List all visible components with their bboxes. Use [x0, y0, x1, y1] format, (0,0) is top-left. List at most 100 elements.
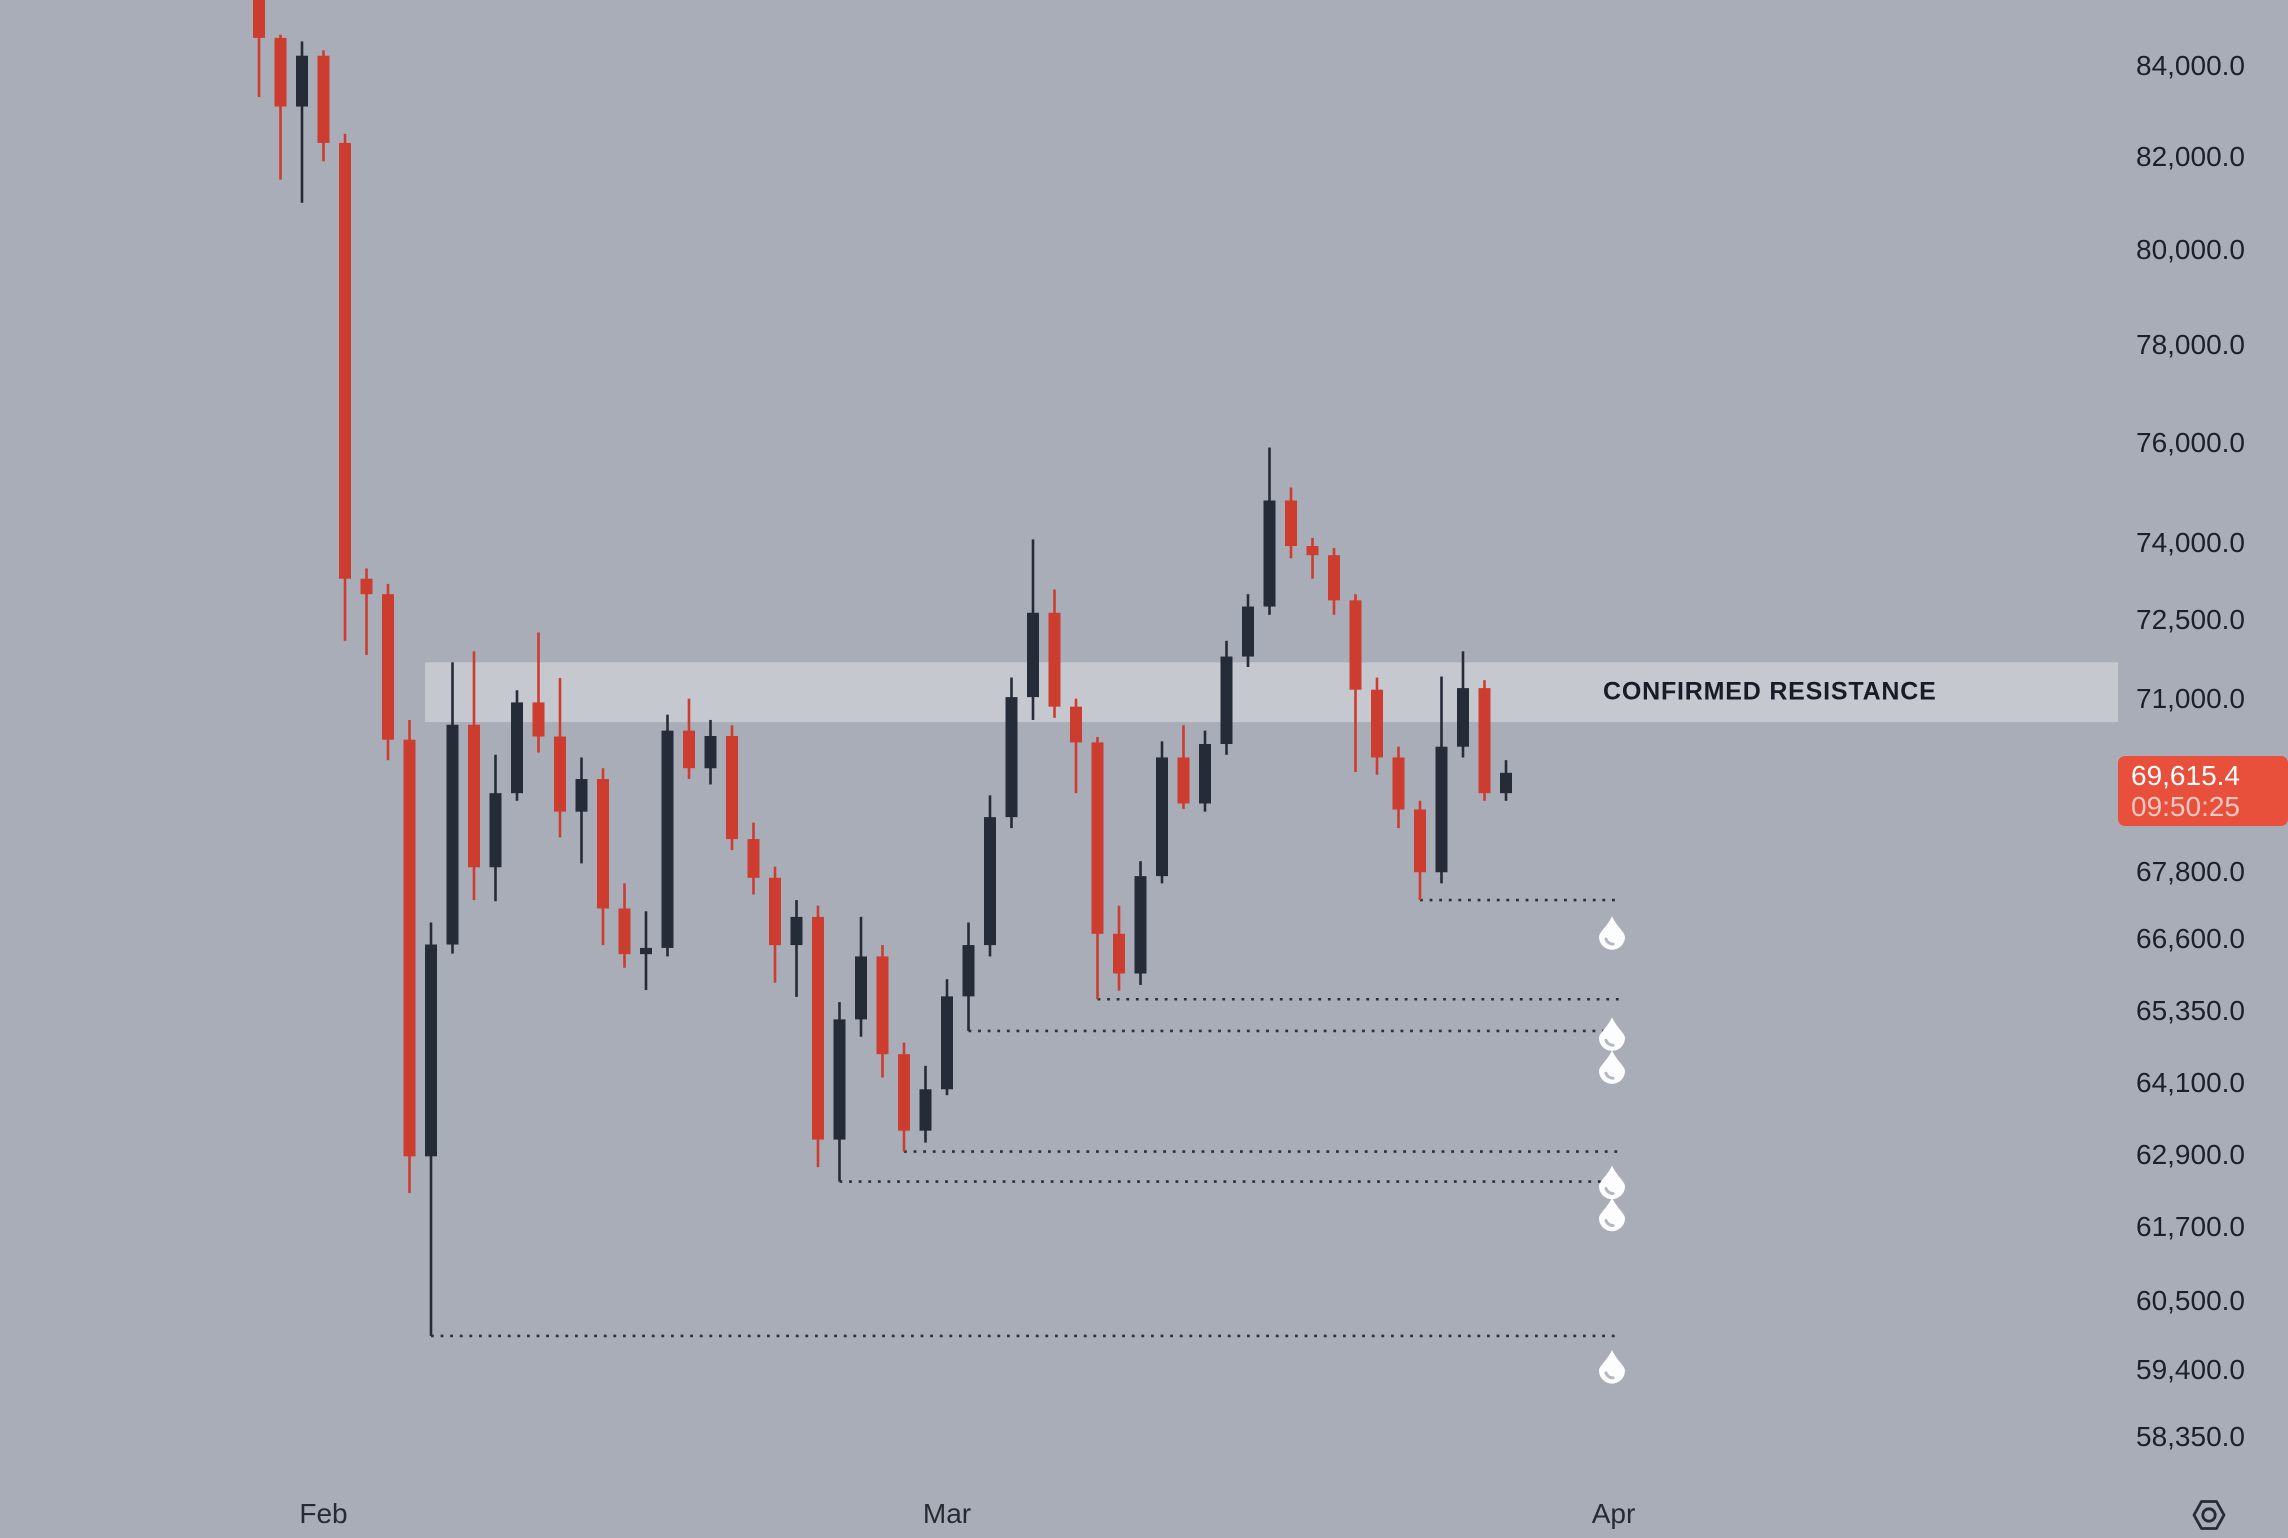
candle-wick [257, 0, 261, 98]
candle [1328, 555, 1340, 601]
candle [575, 779, 588, 812]
candle [747, 839, 760, 878]
price-axis-label: 82,000.0 [2136, 140, 2245, 172]
candle [812, 916, 824, 1140]
candle [1005, 697, 1018, 818]
time-axis-label-apr: Apr [1591, 1498, 1636, 1529]
candle-wick [795, 900, 798, 997]
resistance-zone-band[interactable] [425, 662, 2118, 723]
candle [1113, 933, 1125, 974]
candle [1263, 500, 1276, 607]
price-axis-label: 72,500.0 [2136, 604, 2245, 636]
candle [962, 945, 975, 997]
candle [640, 947, 652, 955]
price-axis-label: 66,600.0 [2136, 923, 2245, 955]
time-axis-label-feb: Feb [299, 1498, 348, 1529]
candle [1457, 688, 1469, 747]
candle [661, 730, 674, 948]
price-axis-label: 84,000.0 [2136, 50, 2245, 81]
price-axis-label: 60,500.0 [2136, 1284, 2245, 1316]
candle [317, 55, 330, 143]
candle [296, 55, 308, 107]
candle-wick [300, 41, 304, 203]
candle [833, 1019, 846, 1140]
candle [489, 793, 502, 868]
candle [726, 735, 738, 840]
price-axis-label: 61,700.0 [2136, 1211, 2245, 1242]
candle [382, 594, 394, 740]
candle [274, 37, 287, 107]
price-axis-label: 65,350.0 [2136, 994, 2245, 1026]
price-axis-label: 71,000.0 [2136, 682, 2245, 714]
candle [1306, 546, 1319, 556]
candle [683, 730, 695, 769]
droplet-shine [1604, 937, 1615, 946]
candle [919, 1089, 932, 1131]
candle [1478, 688, 1491, 794]
candle [511, 702, 523, 794]
candle [1349, 600, 1362, 690]
price-axis-label: 76,000.0 [2136, 426, 2245, 458]
candle [1048, 612, 1061, 707]
candle [1242, 606, 1254, 657]
droplet-shine [1604, 1038, 1615, 1047]
candle [855, 956, 867, 1020]
candle-wick [279, 34, 282, 180]
candle [1156, 757, 1168, 877]
candle [1435, 746, 1448, 873]
droplet-shine [1604, 1187, 1615, 1196]
candle [790, 916, 803, 946]
current-price-value: 69,615.4 [2131, 759, 2240, 791]
candle [403, 739, 416, 1157]
current-price-badge: 69,615.4 09:50:25 [2118, 755, 2288, 826]
candle [1285, 500, 1297, 547]
resistance-zone-label: CONFIRMED RESISTANCE [1603, 677, 1937, 706]
candle [1070, 706, 1082, 743]
candle-countdown-timer: 09:50:25 [2131, 790, 2240, 822]
candle [898, 1054, 910, 1131]
chart-settings-button[interactable] [2186, 1492, 2232, 1538]
candle [1091, 742, 1104, 934]
candle [1371, 689, 1383, 758]
candle [446, 724, 459, 945]
price-axis-label: 62,900.0 [2136, 1138, 2245, 1170]
candle [532, 702, 545, 737]
candle [1220, 656, 1233, 745]
candle [704, 735, 717, 769]
candle-wick [365, 568, 368, 655]
candle [618, 908, 631, 955]
candle-wick [1311, 537, 1314, 579]
droplet-shine [1604, 1371, 1615, 1380]
price-axis-label: 59,400.0 [2136, 1353, 2245, 1385]
candle [554, 736, 566, 812]
candle [597, 779, 609, 909]
price-axis-label: 58,350.0 [2136, 1421, 2245, 1453]
price-axis-label: 64,100.0 [2136, 1067, 2245, 1099]
candle [876, 956, 889, 1055]
candle-wick [537, 632, 540, 753]
candle [1177, 757, 1190, 804]
candle [1134, 876, 1147, 974]
price-axis-label: 78,000.0 [2136, 328, 2245, 360]
candle [941, 996, 953, 1090]
candle [1500, 772, 1512, 794]
price-axis-label: 80,000.0 [2136, 233, 2245, 265]
candle [1392, 757, 1405, 810]
gear-icon [2192, 1500, 2226, 1530]
candle [253, 0, 265, 38]
candle [468, 724, 480, 868]
price-axis-label: 74,000.0 [2136, 526, 2245, 558]
candle [425, 944, 437, 1157]
droplet-shine [1604, 1219, 1615, 1228]
candle [360, 578, 373, 595]
candle [769, 877, 781, 946]
candle [1027, 612, 1039, 698]
candle-wick [1074, 698, 1078, 794]
droplet-shine [1604, 1071, 1615, 1080]
candle [984, 817, 996, 946]
candle [1414, 809, 1426, 873]
price-axis-label: 67,800.0 [2136, 856, 2245, 888]
time-axis-label-mar: Mar [922, 1498, 972, 1529]
